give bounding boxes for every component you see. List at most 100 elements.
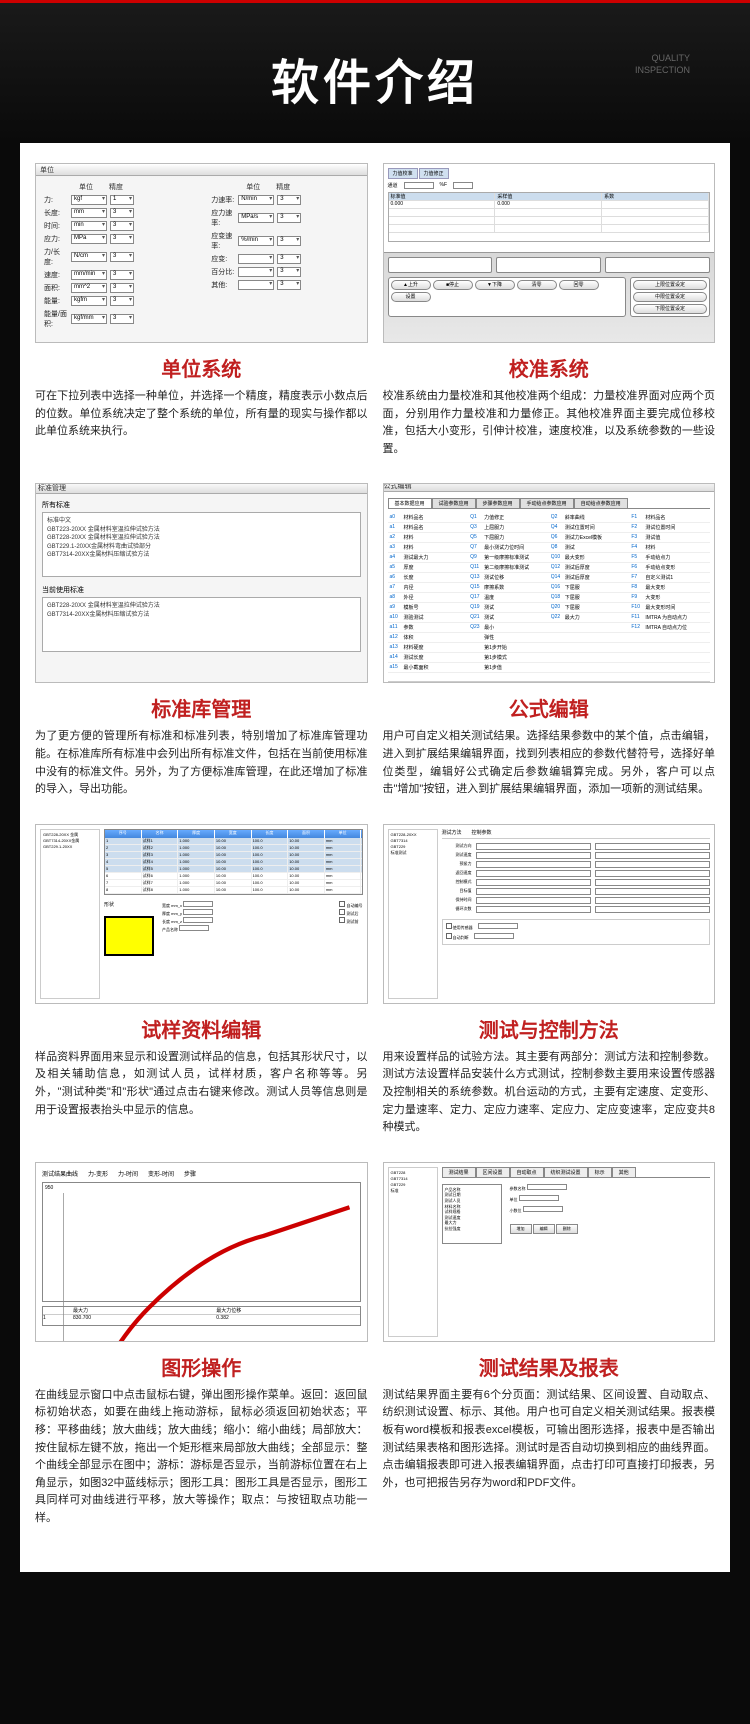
precision-select[interactable]: 3 bbox=[277, 267, 301, 277]
unit-select[interactable]: mm bbox=[71, 208, 107, 218]
add-button[interactable]: 增加 bbox=[510, 1224, 532, 1234]
precision-select[interactable]: 3 bbox=[110, 314, 134, 324]
tab[interactable]: 手动给点参数应用 bbox=[520, 498, 574, 508]
unit-select[interactable]: mm/min bbox=[71, 270, 107, 280]
form-input[interactable] bbox=[595, 888, 710, 895]
cal-tab[interactable]: 力值修正 bbox=[419, 168, 449, 179]
form-input[interactable] bbox=[595, 870, 710, 877]
cal-tab[interactable]: 力值校准 bbox=[388, 168, 418, 179]
list-item[interactable]: GBT7314-20XX金属材料压缩试验方法 bbox=[47, 551, 356, 559]
form-input[interactable] bbox=[476, 888, 591, 895]
table-row[interactable]: 6试样61.00010.00100.010.00mm bbox=[105, 873, 362, 880]
section-title: 试样资料编辑 bbox=[35, 1014, 368, 1043]
section-desc: 用户可自定义相关测试结果。选择结果参数中的某个值，点击编辑，进入到扩展结果编辑界… bbox=[383, 728, 716, 798]
table-row[interactable]: 5试样51.00010.00100.010.00mm bbox=[105, 866, 362, 873]
ctrl-button[interactable]: ▼下降 bbox=[475, 280, 515, 290]
unit-select[interactable]: N/cm bbox=[71, 252, 107, 262]
list-item[interactable]: GBT228-20XX 金属材料室温拉伸试验方法 bbox=[47, 534, 356, 542]
unit-select[interactable]: kgfm bbox=[71, 296, 107, 306]
unit-select[interactable]: MPa/s bbox=[238, 213, 274, 223]
form-input[interactable] bbox=[476, 870, 591, 877]
precision-select[interactable]: 3 bbox=[277, 254, 301, 264]
ctrl-button[interactable]: 中限位置设定 bbox=[633, 292, 707, 302]
unit-select[interactable]: min bbox=[71, 221, 107, 231]
precision-select[interactable]: 3 bbox=[277, 236, 301, 246]
curve-plot[interactable]: 950 bbox=[42, 1182, 361, 1302]
table-row[interactable]: 7试样71.00010.00100.010.00mm bbox=[105, 880, 362, 887]
formula-screenshot: 公式编辑 基本数据应用试验参数应用步骤参数应用手动给点参数应用自动给点参数应用 … bbox=[383, 483, 716, 683]
form-input[interactable] bbox=[595, 879, 710, 886]
table-row[interactable]: 1试样11.00010.00100.010.00mm bbox=[105, 838, 362, 845]
unit-select[interactable] bbox=[238, 254, 274, 264]
precision-select[interactable]: 3 bbox=[110, 296, 134, 306]
delete-button[interactable]: 删除 bbox=[556, 1224, 578, 1234]
ctrl-button[interactable]: ■停止 bbox=[433, 280, 473, 290]
tab[interactable]: 步骤 bbox=[184, 1169, 196, 1178]
precision-select[interactable]: 3 bbox=[277, 195, 301, 205]
precision-select[interactable]: 3 bbox=[110, 252, 134, 262]
tab[interactable]: 测试结果 bbox=[442, 1167, 476, 1177]
list-item[interactable]: GBT7314-20XX金属材料压缩试验方法 bbox=[47, 611, 356, 619]
result-list[interactable]: 产品名称测试日期测试人员材料名称试样规格测试速度最大力抗拉强度 bbox=[442, 1184, 502, 1244]
form-input[interactable] bbox=[476, 861, 591, 868]
section-title: 图形操作 bbox=[35, 1352, 368, 1381]
precision-select[interactable]: 3 bbox=[277, 280, 301, 290]
table-row[interactable]: 2试样21.00010.00100.010.00mm bbox=[105, 845, 362, 852]
list-item[interactable]: GBT228-20XX 金属材料室温拉伸试验方法 bbox=[47, 602, 356, 610]
tab[interactable]: 其他 bbox=[612, 1167, 636, 1177]
form-input[interactable] bbox=[476, 897, 591, 904]
ctrl-button[interactable]: ▲上升 bbox=[391, 280, 431, 290]
form-input[interactable] bbox=[476, 879, 591, 886]
tab[interactable]: 步骤参数应用 bbox=[476, 498, 520, 508]
list-item[interactable]: GBT229.1-20XX金属材料弯曲试验部分 bbox=[47, 543, 356, 551]
tab[interactable]: 标示 bbox=[588, 1167, 612, 1177]
tab[interactable]: 纺织测试设置 bbox=[544, 1167, 588, 1177]
unit-select[interactable]: %/min bbox=[238, 236, 274, 246]
precision-select[interactable]: 3 bbox=[110, 283, 134, 293]
table-row[interactable]: 8试样81.00010.00100.010.00mm bbox=[105, 887, 362, 894]
precision-select[interactable]: 1 bbox=[110, 195, 134, 205]
ctrl-button[interactable]: 下限位置设定 bbox=[633, 304, 707, 314]
tab[interactable]: 测试结果曲线 bbox=[42, 1169, 78, 1178]
table-row[interactable]: 4试样41.00010.00100.010.00mm bbox=[105, 859, 362, 866]
table-row[interactable]: 3试样31.00010.00100.010.00mm bbox=[105, 852, 362, 859]
precision-select[interactable]: 3 bbox=[110, 270, 134, 280]
tab[interactable]: 变形-时间 bbox=[148, 1169, 174, 1178]
ctrl-button[interactable]: 回零 bbox=[559, 280, 599, 290]
unit-select[interactable]: MPa bbox=[71, 234, 107, 244]
tab[interactable]: 试验参数应用 bbox=[432, 498, 476, 508]
ctrl-button[interactable]: 设置 bbox=[391, 292, 431, 302]
list-item[interactable]: 标准中文 bbox=[47, 517, 356, 525]
tab[interactable]: 力-变形 bbox=[88, 1169, 108, 1178]
form-input[interactable] bbox=[476, 906, 591, 913]
unit-select[interactable] bbox=[238, 280, 274, 290]
tab[interactable]: 自动取点 bbox=[510, 1167, 544, 1177]
form-input[interactable] bbox=[595, 852, 710, 859]
precision-select[interactable]: 3 bbox=[110, 221, 134, 231]
unit-select[interactable]: kgf bbox=[71, 195, 107, 205]
unit-select[interactable]: N/min bbox=[238, 195, 274, 205]
tab[interactable]: 自动给点参数应用 bbox=[574, 498, 628, 508]
tab[interactable]: 基本数据应用 bbox=[388, 498, 432, 508]
tab[interactable]: 区间设置 bbox=[476, 1167, 510, 1177]
form-input[interactable] bbox=[476, 852, 591, 859]
unit-select[interactable]: kgf/mm bbox=[71, 314, 107, 324]
form-input[interactable] bbox=[595, 843, 710, 850]
ctrl-button[interactable]: 上限位置设定 bbox=[633, 280, 707, 290]
list-item[interactable]: GBT223-20XX 金属材料室温拉伸试验方法 bbox=[47, 526, 356, 534]
list-item[interactable]: 抗拉强度 bbox=[445, 1226, 499, 1232]
form-input[interactable] bbox=[595, 906, 710, 913]
section-desc: 在曲线显示窗口中点击鼠标右键，弹出图形操作菜单。返回：返回鼠标初始状态，如要在曲… bbox=[35, 1387, 368, 1528]
precision-select[interactable]: 3 bbox=[277, 213, 301, 223]
edit-button[interactable]: 编辑 bbox=[533, 1224, 555, 1234]
ctrl-button[interactable]: 清零 bbox=[517, 280, 557, 290]
window-titlebar: 标准管理 bbox=[35, 483, 368, 494]
tab[interactable]: 力-时间 bbox=[118, 1169, 138, 1178]
form-input[interactable] bbox=[476, 843, 591, 850]
unit-select[interactable] bbox=[238, 267, 274, 277]
form-input[interactable] bbox=[595, 897, 710, 904]
precision-select[interactable]: 3 bbox=[110, 234, 134, 244]
unit-select[interactable]: mm^2 bbox=[71, 283, 107, 293]
precision-select[interactable]: 3 bbox=[110, 208, 134, 218]
form-input[interactable] bbox=[595, 861, 710, 868]
